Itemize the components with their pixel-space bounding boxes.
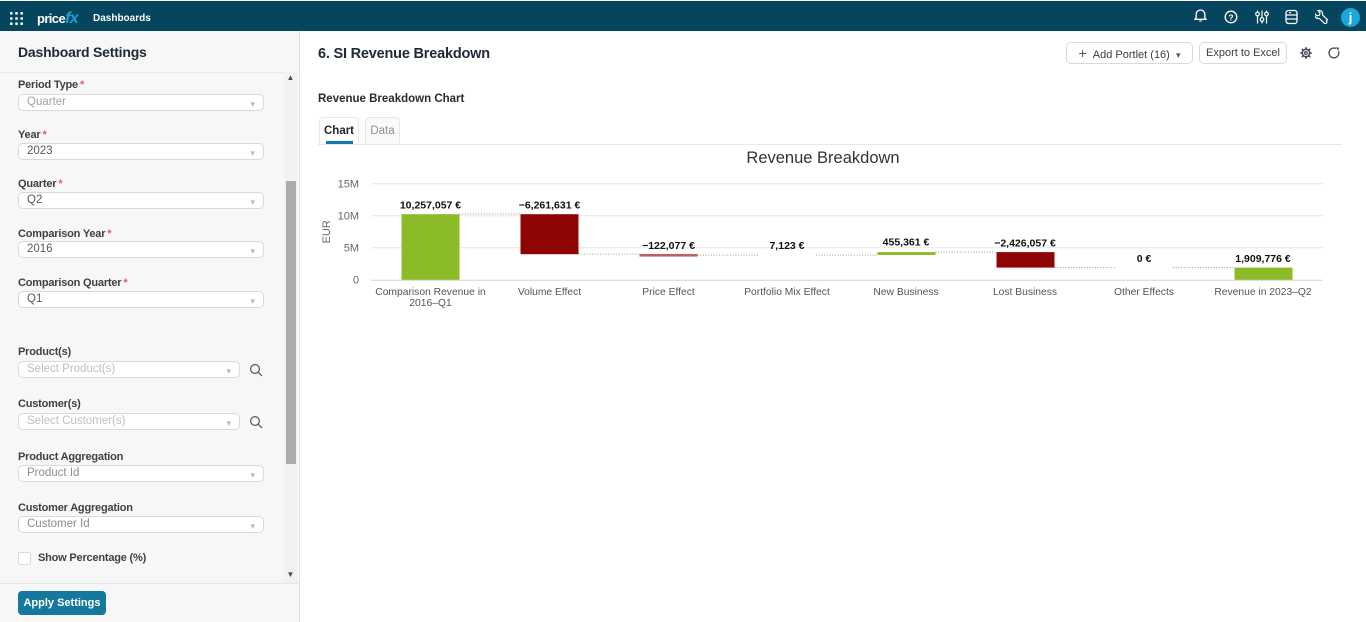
svg-text:−122,077 €: −122,077 € xyxy=(642,240,695,252)
svg-text:7,123 €: 7,123 € xyxy=(769,240,804,252)
svg-text:New Business: New Business xyxy=(873,287,938,298)
svg-text:Portfolio Mix Effect: Portfolio Mix Effect xyxy=(744,287,830,298)
svg-text:Comparison Revenue in: Comparison Revenue in xyxy=(375,287,486,298)
svg-text:15M: 15M xyxy=(338,179,359,191)
svg-text:Other Effects: Other Effects xyxy=(1114,287,1174,298)
svg-text:?: ? xyxy=(1228,12,1233,22)
svg-text:−6,261,631 €: −6,261,631 € xyxy=(519,200,581,212)
svg-text:10M: 10M xyxy=(338,211,359,223)
svg-text:0 €: 0 € xyxy=(1137,253,1152,265)
svg-text:1,909,776 €: 1,909,776 € xyxy=(1235,253,1291,265)
svg-text:Revenue in 2023–Q2: Revenue in 2023–Q2 xyxy=(1214,287,1312,298)
svg-text:Lost Business: Lost Business xyxy=(993,287,1057,298)
svg-text:−2,426,057 €: −2,426,057 € xyxy=(994,237,1056,249)
svg-text:Volume Effect: Volume Effect xyxy=(518,287,581,298)
svg-text:EUR: EUR xyxy=(321,220,333,243)
svg-text:455,361 €: 455,361 € xyxy=(883,237,930,249)
svg-text:Price Effect: Price Effect xyxy=(642,287,695,298)
svg-text:5M: 5M xyxy=(344,243,359,255)
svg-text:0: 0 xyxy=(353,275,359,287)
svg-text:10,257,057 €: 10,257,057 € xyxy=(400,200,461,212)
svg-text:Revenue Breakdown: Revenue Breakdown xyxy=(746,149,899,167)
svg-text:2016–Q1: 2016–Q1 xyxy=(409,298,452,309)
